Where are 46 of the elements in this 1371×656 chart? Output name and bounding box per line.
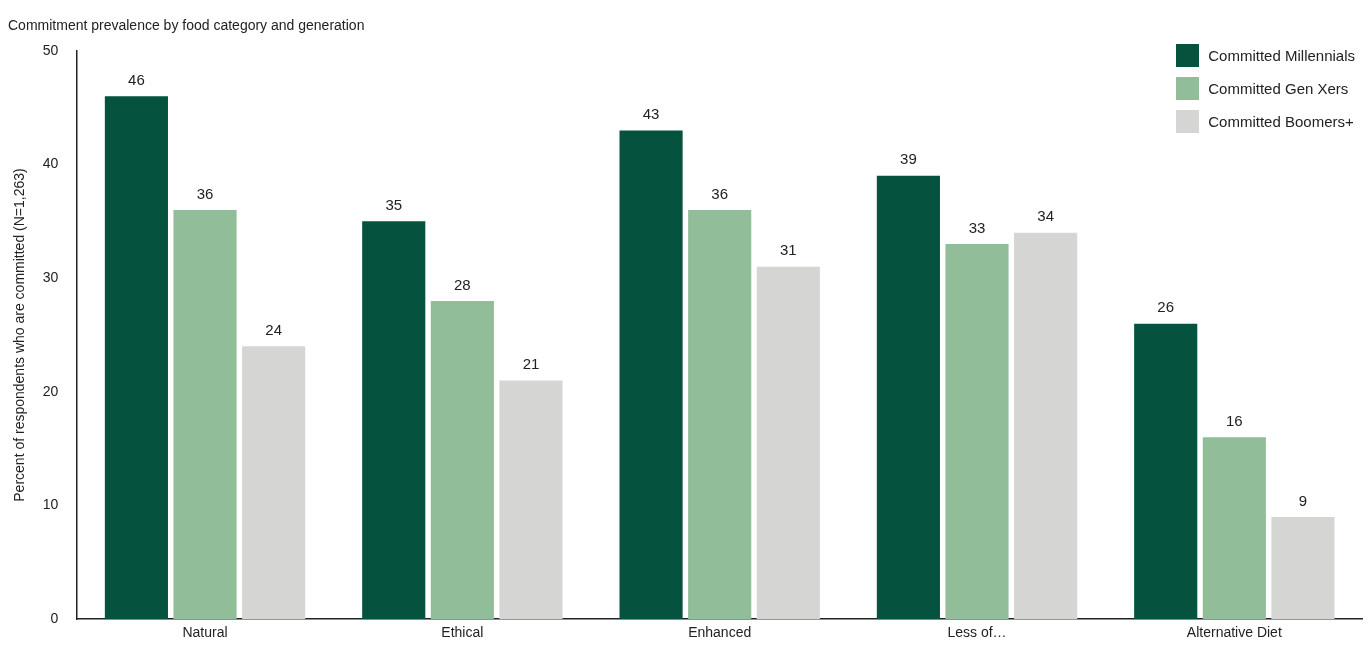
legend-label: Committed Boomers+ [1208, 113, 1354, 130]
data-label: 31 [779, 241, 797, 259]
y-tick-label: 0 [50, 610, 59, 627]
data-label: 46 [128, 70, 145, 88]
y-tick-label: 30 [42, 269, 59, 286]
bar [173, 209, 237, 620]
data-label: 34 [1037, 207, 1054, 225]
bar [876, 175, 940, 620]
y-tick-label: 40 [42, 155, 59, 172]
bar [756, 266, 820, 620]
data-label: 9 [1298, 491, 1308, 509]
chart-title: Commitment prevalence by food category and generation [8, 17, 365, 34]
bar [1014, 232, 1078, 620]
y-tick-label: 10 [42, 496, 59, 513]
bar [619, 130, 683, 620]
bar [688, 209, 752, 620]
x-tick-label: Less of… [947, 624, 1007, 641]
bar [430, 300, 494, 620]
bar [104, 96, 168, 620]
legend-label: Committed Millennials [1208, 47, 1355, 64]
bar [362, 221, 426, 620]
x-tick-label: Ethical [441, 624, 484, 641]
data-label: 36 [196, 184, 214, 202]
y-axis-title: Percent of respondents who are committed (N=1,263) [11, 168, 28, 502]
bar [499, 380, 563, 620]
x-tick-label: Natural [182, 624, 228, 641]
legend-label: Committed Gen Xers [1208, 80, 1349, 97]
data-label: 21 [522, 355, 540, 373]
bar [1271, 516, 1335, 620]
data-label: 33 [968, 218, 986, 236]
data-label: 35 [385, 195, 403, 213]
bar [242, 346, 306, 620]
data-label: 16 [1225, 411, 1243, 429]
data-label: 43 [642, 105, 660, 123]
data-label: 36 [711, 184, 729, 202]
x-tick-label: Enhanced [688, 624, 752, 641]
data-label: 39 [900, 150, 917, 168]
y-tick-label: 50 [42, 41, 59, 58]
data-label: 28 [454, 275, 471, 293]
bar [1202, 437, 1266, 620]
data-label: 24 [265, 321, 282, 339]
y-tick-label: 20 [42, 382, 59, 399]
bar [1134, 323, 1198, 620]
x-tick-label: Alternative Diet [1186, 624, 1282, 641]
bar [945, 244, 1009, 620]
data-label: 26 [1157, 298, 1175, 316]
